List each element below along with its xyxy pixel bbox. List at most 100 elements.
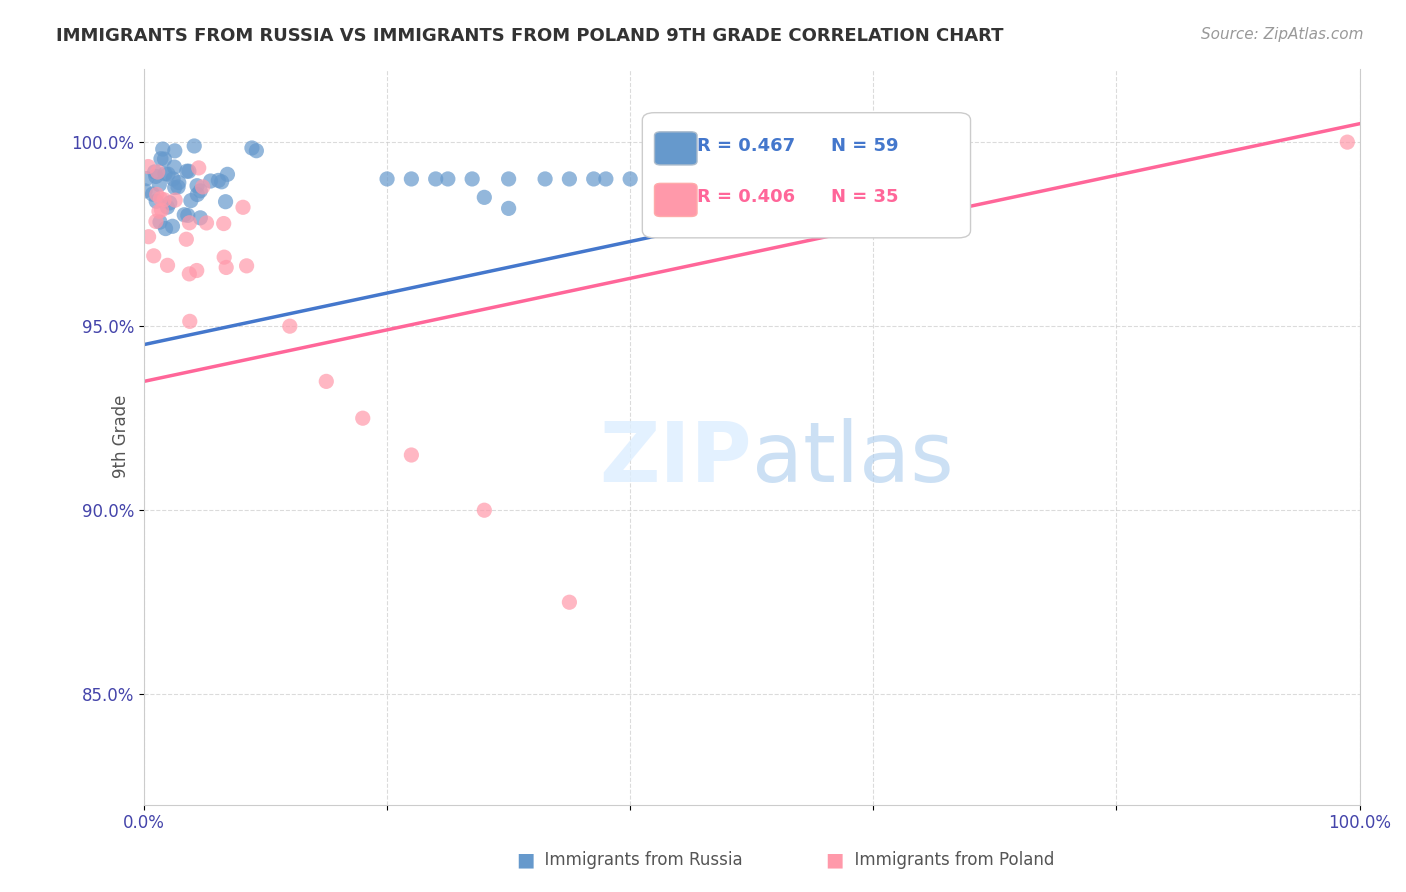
Point (145, 169, 167, 184)
Point (315, 375, 337, 389)
Text: atlas: atlas (752, 418, 953, 500)
Point (498, 202, 520, 216)
Point (352, 411, 374, 425)
Point (143, 165, 166, 179)
Text: N = 59: N = 59 (831, 136, 898, 155)
Text: ZIP: ZIP (599, 418, 752, 500)
Point (165, 193, 187, 207)
Point (240, 141, 263, 155)
Point (534, 172, 557, 186)
Point (232, 200, 254, 214)
Point (595, 172, 617, 186)
Point (156, 258, 179, 272)
Text: R = 0.467: R = 0.467 (697, 136, 796, 155)
Text: ■: ■ (825, 850, 844, 869)
Point (134, 184, 156, 198)
Point (138, 229, 160, 244)
Point (153, 152, 176, 166)
Point (212, 250, 235, 264)
Point (186, 187, 208, 202)
Point (186, 178, 208, 193)
Point (278, 319, 301, 334)
Point (619, 172, 641, 186)
Point (153, 167, 176, 181)
Point (498, 172, 520, 186)
Point (145, 194, 167, 209)
Point (145, 214, 167, 228)
Point (150, 203, 173, 218)
Point (187, 161, 209, 175)
Point (195, 216, 218, 230)
Point (200, 174, 222, 188)
FancyBboxPatch shape (654, 184, 697, 217)
Point (177, 208, 200, 222)
Point (136, 160, 159, 174)
Point (188, 211, 211, 225)
FancyBboxPatch shape (654, 132, 697, 165)
Point (217, 167, 239, 181)
Point (582, 172, 605, 186)
Text: R = 0.406: R = 0.406 (697, 188, 796, 206)
Point (472, 503, 495, 517)
Point (159, 195, 181, 210)
Point (214, 194, 236, 209)
Point (176, 164, 198, 178)
Point (152, 142, 174, 156)
Point (167, 176, 190, 190)
Text: Immigrants from Poland: Immigrants from Poland (844, 851, 1054, 869)
Point (235, 259, 257, 273)
Point (211, 175, 233, 189)
Point (157, 167, 180, 181)
Point (215, 260, 238, 275)
Point (207, 173, 229, 187)
Point (212, 217, 235, 231)
Point (149, 152, 172, 166)
Point (191, 180, 214, 194)
Point (146, 165, 169, 179)
Point (155, 221, 177, 235)
Point (186, 263, 208, 277)
Point (153, 193, 176, 207)
Point (401, 448, 423, 462)
Point (558, 595, 581, 609)
Point (179, 267, 201, 281)
Point (180, 194, 202, 208)
Point (558, 172, 581, 186)
Point (179, 314, 201, 328)
Point (177, 164, 200, 178)
Point (183, 139, 205, 153)
Point (401, 172, 423, 186)
Text: Immigrants from Russia: Immigrants from Russia (534, 851, 742, 869)
Point (149, 192, 172, 206)
Point (668, 172, 690, 186)
Point (692, 172, 714, 186)
Point (375, 172, 398, 186)
Point (148, 204, 170, 219)
Text: ■: ■ (516, 850, 534, 869)
Point (163, 160, 186, 174)
Point (156, 200, 179, 214)
Point (162, 219, 184, 234)
Point (437, 172, 460, 186)
Point (741, 172, 763, 186)
Y-axis label: 9th Grade: 9th Grade (112, 395, 131, 478)
FancyBboxPatch shape (643, 112, 970, 238)
Point (461, 172, 484, 186)
Point (179, 216, 201, 230)
Point (472, 190, 495, 204)
Point (162, 172, 184, 186)
Point (643, 172, 665, 186)
Point (146, 187, 169, 202)
Point (425, 172, 447, 186)
Point (163, 144, 186, 158)
Point (149, 215, 172, 229)
Point (135, 171, 157, 186)
Point (245, 144, 267, 158)
Point (173, 208, 195, 222)
Point (163, 180, 186, 194)
Point (188, 184, 211, 198)
Text: Source: ZipAtlas.com: Source: ZipAtlas.com (1201, 27, 1364, 42)
Point (176, 232, 198, 246)
Point (141, 187, 163, 202)
Point (1336, 135, 1358, 149)
